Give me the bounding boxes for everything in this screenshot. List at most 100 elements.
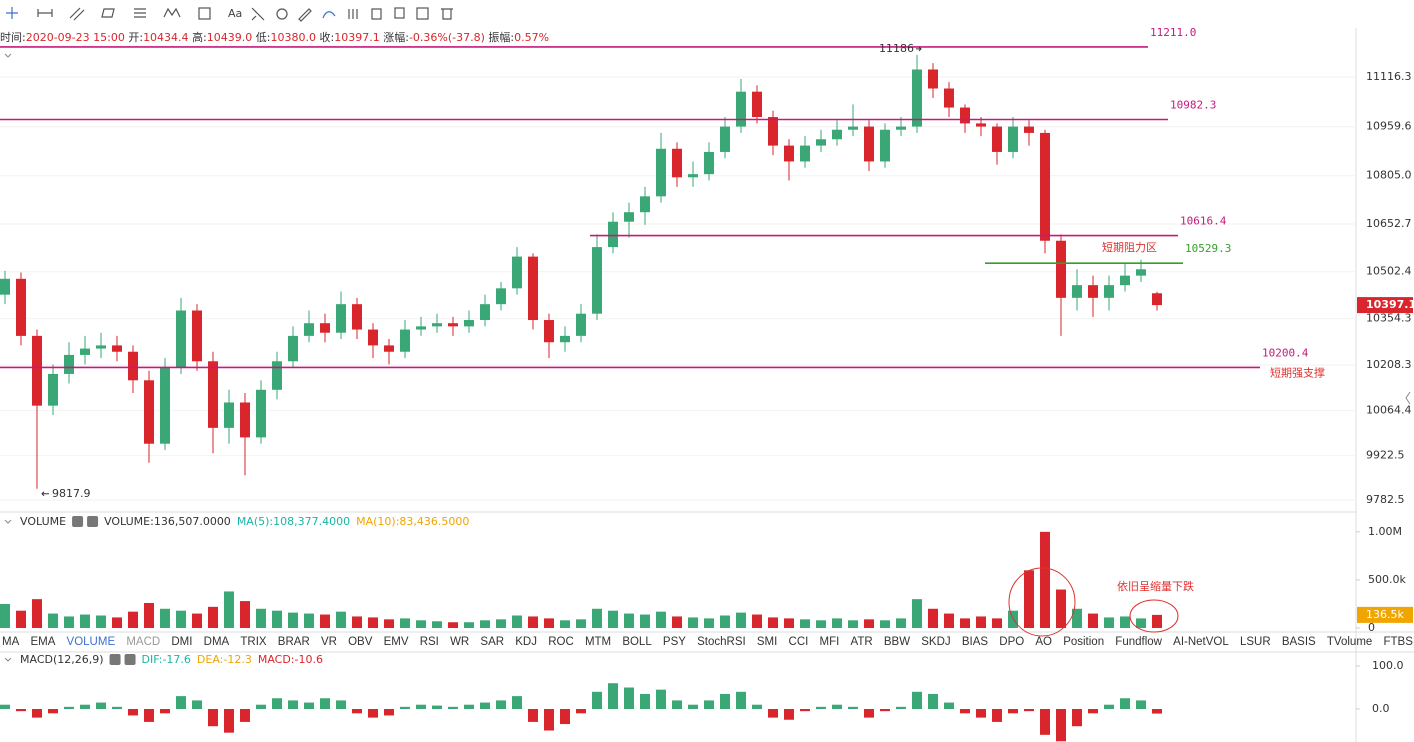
macd-bar <box>1056 709 1066 742</box>
indicator-tab[interactable]: DPO <box>999 636 1025 648</box>
macd-bar <box>704 700 714 710</box>
fib-tool[interactable] <box>134 8 146 18</box>
delete-tool[interactable] <box>441 8 453 20</box>
indicator-tab[interactable]: AO <box>1035 636 1052 648</box>
channel-tool[interactable] <box>69 7 85 21</box>
indicator-tab[interactable]: DMI <box>171 636 193 648</box>
tool[interactable] <box>298 8 312 22</box>
indicator-tab[interactable]: DMA <box>203 636 230 648</box>
indicator-tab[interactable]: BRAR <box>277 636 310 648</box>
indicator-tab[interactable]: TRIX <box>240 636 267 648</box>
indicator-tab[interactable]: SAR <box>480 636 505 648</box>
tool[interactable] <box>251 7 265 21</box>
text-tool[interactable]: Aa <box>228 7 242 20</box>
indicator-tab[interactable]: RSI <box>419 636 439 648</box>
macd-bar <box>16 709 26 712</box>
candle-body <box>96 345 106 349</box>
macd-bar <box>528 709 538 722</box>
candle-body <box>928 69 938 89</box>
candle-body <box>16 278 26 336</box>
macd-bar <box>480 702 490 710</box>
indicator-tab[interactable]: EMA <box>30 636 56 648</box>
info-value: -0.36%(-37.8) <box>409 31 485 44</box>
indicator-tab[interactable]: FTBS <box>1383 636 1413 648</box>
macd-bar <box>624 687 634 710</box>
tool[interactable] <box>348 9 358 19</box>
candle-body <box>720 126 730 152</box>
indicator-tab[interactable]: VR <box>320 636 337 648</box>
candle-body <box>496 288 506 305</box>
macd-bar <box>272 698 282 710</box>
macd-bar <box>640 693 650 710</box>
y-tick-label: 10652.7 <box>1366 217 1412 230</box>
indicator-tab[interactable]: EMV <box>383 636 409 648</box>
indicator-tab[interactable]: MTM <box>584 636 612 648</box>
indicator-tab[interactable]: AI-NetVOL <box>1173 636 1229 648</box>
tool[interactable] <box>276 8 288 20</box>
measure-tool[interactable] <box>198 7 211 20</box>
candle-body <box>80 348 90 355</box>
candle-body <box>1152 293 1162 306</box>
collapse-icon[interactable] <box>4 53 12 58</box>
candle-body <box>32 335 42 406</box>
indicator-tab[interactable]: SMI <box>756 636 778 648</box>
macd-bar <box>768 709 778 718</box>
indicator-tab[interactable]: BIAS <box>961 636 989 648</box>
crosshair-tool[interactable] <box>6 7 18 19</box>
shape-tool[interactable] <box>101 8 115 18</box>
y-tick-label: 100.0 <box>1372 659 1404 672</box>
line-tool[interactable] <box>37 9 53 17</box>
macd-bar <box>752 704 762 710</box>
indicator-tab[interactable]: ROC <box>548 636 574 648</box>
indicator-tab[interactable]: CCI <box>788 636 809 648</box>
info-label: 开: <box>128 31 143 44</box>
candle-body <box>160 367 170 444</box>
indicator-tab[interactable]: StochRSI <box>697 636 746 648</box>
indicator-tab[interactable]: LSUR <box>1239 636 1271 648</box>
y-tick-label: 10502.4 <box>1366 265 1412 278</box>
side-toggle[interactable] <box>1405 391 1411 405</box>
indicator-tab[interactable]: VOLUME <box>66 636 116 648</box>
tool[interactable] <box>322 11 336 19</box>
volume-note: 依旧呈缩量下跌 <box>1117 579 1194 593</box>
volume-bar <box>1072 608 1082 628</box>
indicator-tab[interactable]: Position <box>1063 636 1105 648</box>
indicator-tab[interactable]: Fundflow <box>1115 636 1162 648</box>
indicator-tab[interactable]: BASIS <box>1281 636 1316 648</box>
volume-bar <box>896 618 906 628</box>
indicator-tab[interactable]: TVolume <box>1326 636 1373 648</box>
indicator-tab[interactable]: OBV <box>348 636 373 648</box>
legend-entry: DIF:-17.6 <box>142 653 191 666</box>
macd-bar <box>384 709 394 716</box>
tool[interactable] <box>394 7 405 19</box>
candle-body <box>240 402 250 438</box>
volume-bar <box>1024 570 1034 628</box>
candle-body <box>144 380 154 444</box>
macd-bar <box>32 709 42 718</box>
indicator-tab[interactable]: ATR <box>850 636 873 648</box>
tool[interactable] <box>371 8 382 20</box>
indicator-tab[interactable]: MACD <box>126 636 161 648</box>
y-tick-label: 10959.6 <box>1366 120 1412 133</box>
volume-bar <box>32 599 42 628</box>
indicator-tab[interactable]: MA <box>2 636 20 648</box>
indicator-tab[interactable]: SKDJ <box>921 636 951 648</box>
tool[interactable] <box>416 7 429 20</box>
candle-body <box>544 320 554 343</box>
indicator-tab[interactable]: BBW <box>883 636 911 648</box>
candle-body <box>1056 240 1066 298</box>
indicator-tab[interactable]: KDJ <box>515 636 537 648</box>
volume-bar <box>416 620 426 628</box>
indicator-tab[interactable]: WR <box>450 636 470 648</box>
candle-body <box>800 145 810 162</box>
indicator-tab[interactable]: BOLL <box>622 636 652 648</box>
volume-bar <box>368 617 378 628</box>
volume-bar <box>464 622 474 628</box>
indicator-tab[interactable]: MFI <box>819 636 840 648</box>
candle-body <box>528 256 538 321</box>
wave-tool[interactable] <box>163 7 181 18</box>
settings-icon <box>72 516 84 527</box>
macd-bar <box>832 704 842 710</box>
indicator-tab[interactable]: PSY <box>662 636 686 648</box>
